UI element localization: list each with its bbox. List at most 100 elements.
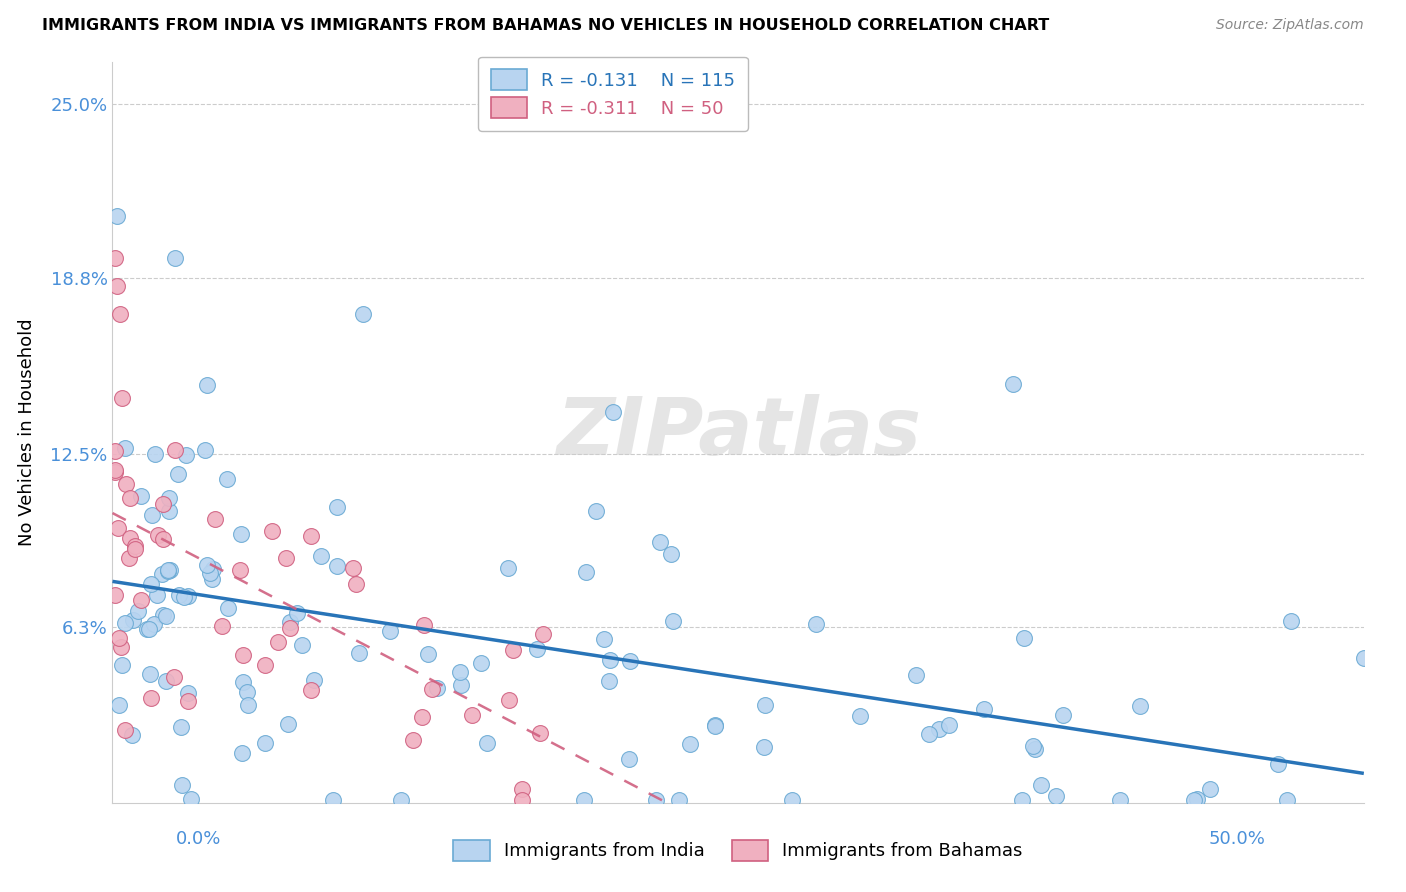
Point bbox=[194, 443, 217, 458]
Point bbox=[973, 702, 995, 716]
Point bbox=[163, 443, 186, 458]
Point bbox=[325, 558, 347, 573]
Text: Source: ZipAtlas.com: Source: ZipAtlas.com bbox=[1216, 18, 1364, 32]
Point bbox=[118, 551, 141, 566]
Point bbox=[152, 497, 174, 511]
Point bbox=[378, 624, 401, 638]
Point bbox=[260, 524, 283, 538]
Point bbox=[1109, 793, 1132, 807]
Point bbox=[461, 708, 484, 723]
Point bbox=[470, 656, 492, 670]
Point bbox=[229, 527, 252, 541]
Text: IMMIGRANTS FROM INDIA VS IMMIGRANTS FROM BAHAMAS NO VEHICLES IN HOUSEHOLD CORREL: IMMIGRANTS FROM INDIA VS IMMIGRANTS FROM… bbox=[42, 18, 1049, 33]
Point bbox=[602, 405, 624, 419]
Point bbox=[389, 793, 412, 807]
Point bbox=[211, 619, 233, 633]
Point bbox=[754, 740, 776, 755]
Point bbox=[475, 735, 498, 749]
Point bbox=[498, 692, 520, 706]
Point bbox=[157, 563, 180, 577]
Point bbox=[124, 542, 146, 557]
Legend: Immigrants from India, Immigrants from Bahamas: Immigrants from India, Immigrants from B… bbox=[446, 832, 1031, 868]
Point bbox=[585, 503, 607, 517]
Point bbox=[157, 564, 180, 578]
Point bbox=[668, 793, 690, 807]
Point bbox=[172, 778, 194, 792]
Point bbox=[347, 646, 370, 660]
Point bbox=[617, 752, 640, 766]
Point bbox=[111, 657, 134, 672]
Point bbox=[1279, 614, 1302, 628]
Point bbox=[662, 615, 685, 629]
Point bbox=[510, 782, 533, 797]
Point bbox=[905, 668, 928, 682]
Point bbox=[197, 558, 219, 572]
Point bbox=[278, 621, 301, 635]
Point bbox=[139, 666, 162, 681]
Point bbox=[1052, 708, 1074, 723]
Point bbox=[121, 728, 143, 742]
Point bbox=[512, 793, 534, 807]
Point bbox=[152, 607, 174, 622]
Point bbox=[146, 588, 169, 602]
Point bbox=[200, 566, 222, 580]
Point bbox=[177, 686, 200, 700]
Point bbox=[299, 683, 322, 698]
Point bbox=[1184, 793, 1206, 807]
Point bbox=[278, 615, 301, 629]
Point bbox=[174, 448, 197, 462]
Point bbox=[754, 698, 776, 713]
Point bbox=[1022, 739, 1045, 753]
Point bbox=[204, 512, 226, 526]
Point bbox=[1267, 756, 1289, 771]
Point bbox=[302, 673, 325, 687]
Point bbox=[598, 674, 620, 689]
Point bbox=[129, 592, 152, 607]
Point bbox=[107, 521, 129, 535]
Point bbox=[526, 641, 548, 656]
Point bbox=[173, 590, 195, 604]
Point bbox=[229, 563, 252, 577]
Point bbox=[619, 654, 641, 668]
Point bbox=[593, 632, 616, 646]
Point bbox=[1275, 793, 1298, 807]
Point bbox=[104, 589, 127, 603]
Point bbox=[110, 640, 132, 654]
Point bbox=[267, 635, 290, 649]
Point bbox=[108, 632, 131, 646]
Point bbox=[155, 673, 177, 688]
Point bbox=[177, 589, 200, 603]
Point bbox=[157, 491, 180, 506]
Point bbox=[235, 685, 257, 699]
Point bbox=[529, 726, 551, 740]
Point bbox=[114, 441, 136, 455]
Point bbox=[1002, 376, 1025, 391]
Point bbox=[180, 792, 202, 806]
Point bbox=[152, 532, 174, 546]
Point bbox=[659, 547, 682, 561]
Point bbox=[107, 698, 129, 712]
Point bbox=[104, 251, 127, 265]
Point bbox=[107, 209, 129, 223]
Point bbox=[150, 567, 173, 582]
Point bbox=[1353, 650, 1375, 665]
Point bbox=[496, 561, 519, 575]
Point bbox=[287, 606, 309, 620]
Y-axis label: No Vehicles in Household: No Vehicles in Household bbox=[18, 318, 37, 547]
Point bbox=[215, 472, 238, 486]
Point bbox=[127, 604, 149, 618]
Point bbox=[1029, 778, 1052, 792]
Point bbox=[1185, 791, 1208, 805]
Point bbox=[412, 618, 434, 632]
Point bbox=[575, 566, 598, 580]
Text: 50.0%: 50.0% bbox=[1209, 830, 1265, 847]
Point bbox=[679, 737, 702, 751]
Point bbox=[418, 647, 440, 661]
Point bbox=[352, 307, 374, 321]
Point bbox=[449, 665, 471, 679]
Point bbox=[118, 491, 141, 506]
Point bbox=[253, 736, 276, 750]
Point bbox=[139, 577, 162, 591]
Point bbox=[704, 717, 727, 731]
Point bbox=[141, 508, 163, 523]
